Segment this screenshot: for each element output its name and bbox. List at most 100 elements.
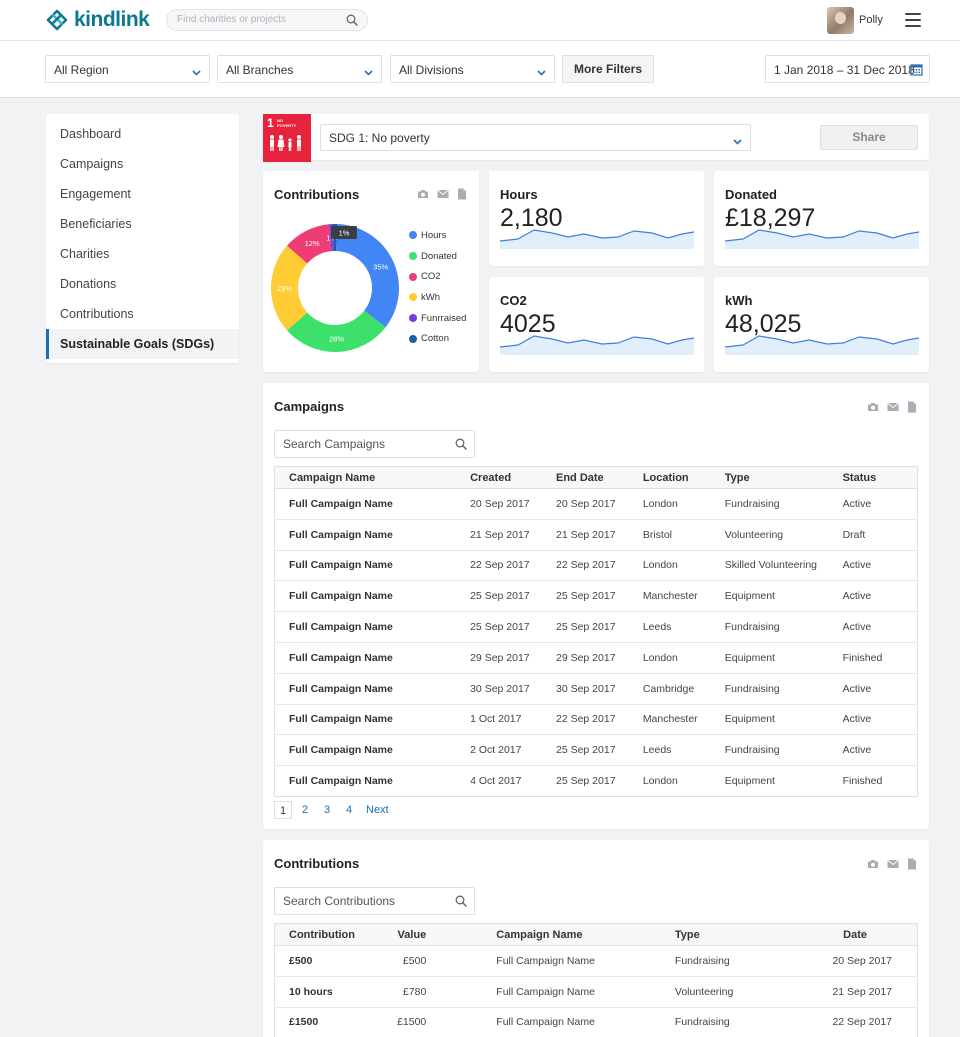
filter-bar: All Region All Branches All Divisions Mo… <box>0 41 960 98</box>
table-cell: Fundraising <box>710 488 829 520</box>
table-row[interactable]: Full Campaign Name 1 Oct 2017 22 Sep 2017 M… <box>274 704 918 736</box>
share-button[interactable]: Share <box>820 125 918 150</box>
date-range-picker[interactable]: 1 Jan 2018 – 31 Dec 2018 <box>765 55 930 83</box>
column-header[interactable]: Type <box>710 466 829 489</box>
legend-item[interactable]: Cotton <box>409 328 466 349</box>
table-cell: £780 <box>371 976 447 1008</box>
table-row[interactable]: Full Campaign Name 4 Oct 2017 25 Sep 2017 L… <box>275 766 918 797</box>
search-icon[interactable] <box>455 895 467 910</box>
global-search-input[interactable] <box>177 14 337 25</box>
legend-swatch <box>409 314 417 323</box>
search-icon[interactable] <box>346 14 358 29</box>
table-row[interactable]: £500 £500 Full Campaign Name Fundraising 20 … <box>274 945 918 977</box>
page-link[interactable]: 4 <box>345 804 353 816</box>
table-row[interactable]: Full Campaign Name 2 Oct 2017 25 Sep 2017 L… <box>274 734 918 767</box>
table-row[interactable]: £1500 £1500 Full Campaign Name Fundraising 2… <box>275 1007 918 1037</box>
legend-item[interactable]: kWh <box>409 287 466 308</box>
global-search[interactable] <box>166 9 368 31</box>
stat-label: Donated <box>725 187 777 202</box>
email-icon[interactable] <box>887 401 899 416</box>
sdg-select[interactable]: SDG 1: No poverty <box>320 124 751 151</box>
table-row[interactable]: Full Campaign Name 29 Sep 2017 29 Sep 2017… <box>274 642 918 674</box>
sparkline <box>725 335 919 355</box>
column-header[interactable]: Status <box>828 466 918 489</box>
menu-icon[interactable] <box>905 13 921 27</box>
page-link[interactable]: 2 <box>301 804 309 816</box>
pie-slice-kwh[interactable] <box>271 245 308 331</box>
legend-item[interactable]: Hours <box>409 225 466 246</box>
next-page-link[interactable]: Next <box>366 804 389 816</box>
table-cell: Equipment <box>710 642 829 674</box>
camera-icon[interactable] <box>867 401 879 416</box>
column-header[interactable]: Value <box>371 923 447 946</box>
table-row[interactable]: Full Campaign Name 25 Sep 2017 25 Sep 2017… <box>274 611 918 643</box>
kindlink-logo[interactable]: kindlink <box>44 7 150 33</box>
email-icon[interactable] <box>437 188 449 203</box>
column-header[interactable]: Location <box>628 466 711 489</box>
table-row[interactable]: 10 hours £780 Full Campaign Name Volunteeri… <box>274 976 918 1008</box>
sidebar-item-campaigns[interactable]: Campaigns <box>60 157 124 171</box>
contributions-search-input[interactable] <box>283 894 443 908</box>
legend-item[interactable]: Donated <box>409 246 466 267</box>
contributions-table-title: Contributions <box>274 856 360 871</box>
column-header[interactable]: Date <box>752 923 918 946</box>
table-cell: Equipment <box>724 775 775 788</box>
page-link[interactable]: 3 <box>323 804 331 816</box>
sidebar-item-charities[interactable]: Charities <box>60 247 110 261</box>
table-cell: Active <box>828 488 918 520</box>
region-select[interactable]: All Region <box>45 55 210 83</box>
sidebar-item-engagement[interactable]: Engagement <box>60 187 131 201</box>
table-row[interactable]: Full Campaign Name 20 Sep 2017 20 Sep 2017… <box>274 488 918 520</box>
sidebar-item-donations[interactable]: Donations <box>60 277 117 291</box>
table-cell: Full Campaign Name <box>289 775 393 788</box>
table-cell: 25 Sep 2017 <box>541 580 629 613</box>
pie-slice-donated[interactable] <box>286 310 386 352</box>
search-icon[interactable] <box>455 438 467 453</box>
sidebar-item-beneficiaries[interactable]: Beneficiaries <box>60 217 132 231</box>
calendar-icon[interactable] <box>910 63 923 79</box>
pie-slice-co2[interactable] <box>286 224 332 264</box>
top-header: kindlink Polly <box>0 0 960 41</box>
column-header[interactable]: Campaign Name <box>274 466 457 489</box>
sdg-badge: 1 NO POVERTY <box>263 114 311 162</box>
divisions-select[interactable]: All Divisions <box>390 55 555 83</box>
document-icon[interactable] <box>907 401 917 416</box>
sidebar-item-dashboard[interactable]: Dashboard <box>60 127 122 141</box>
legend-label: CO2 <box>421 271 441 283</box>
table-row[interactable]: Full Campaign Name 25 Sep 2017 25 Sep 2017… <box>274 580 918 613</box>
campaigns-search[interactable] <box>274 430 475 458</box>
column-header[interactable]: Type <box>594 923 753 946</box>
branches-select[interactable]: All Branches <box>217 55 382 83</box>
user-avatar[interactable] <box>827 7 854 34</box>
table-row[interactable]: Full Campaign Name 30 Sep 2017 30 Sep 2017… <box>274 673 918 705</box>
column-header[interactable]: Contribution <box>274 923 372 946</box>
pie-tooltip: 1% <box>331 226 357 239</box>
sidebar-item-contributions[interactable]: Contributions <box>60 307 134 321</box>
sidebar-item-sdgs[interactable]: Sustainable Goals (SDGs) <box>46 329 239 359</box>
legend-item[interactable]: CO2 <box>409 266 466 287</box>
table-cell: Finished <box>828 642 918 674</box>
pie-slice-hours[interactable] <box>336 224 399 328</box>
email-icon[interactable] <box>887 858 899 873</box>
document-icon[interactable] <box>907 858 917 873</box>
page-link[interactable]: 1 <box>274 801 292 819</box>
user-name[interactable]: Polly <box>859 14 883 26</box>
more-filters-button[interactable]: More Filters <box>562 55 654 83</box>
campaigns-card: Campaigns Campaign Name Created End Date… <box>263 383 929 829</box>
campaigns-search-input[interactable] <box>283 437 443 451</box>
table-row[interactable]: Full Campaign Name 22 Sep 2017 22 Sep 2017… <box>274 550 918 582</box>
column-header[interactable]: End Date <box>541 466 629 489</box>
contributions-search[interactable] <box>274 887 475 915</box>
table-cell: 22 Sep 2017 <box>832 1016 892 1029</box>
column-header[interactable]: Created <box>456 466 542 489</box>
sdg-select-value: SDG 1: No poverty <box>329 131 430 145</box>
camera-icon[interactable] <box>867 858 879 873</box>
table-cell: 22 Sep 2017 <box>456 550 542 582</box>
column-header[interactable]: Campaign Name <box>446 923 595 946</box>
table-row[interactable]: Full Campaign Name 21 Sep 2017 21 Sep 2017… <box>274 519 918 551</box>
camera-icon[interactable] <box>417 188 429 203</box>
legend-item[interactable]: Funrraised <box>409 308 466 329</box>
table-cell: Skilled Volunteering <box>710 550 829 582</box>
document-icon[interactable] <box>457 188 467 203</box>
legend-label: Cotton <box>421 333 449 345</box>
